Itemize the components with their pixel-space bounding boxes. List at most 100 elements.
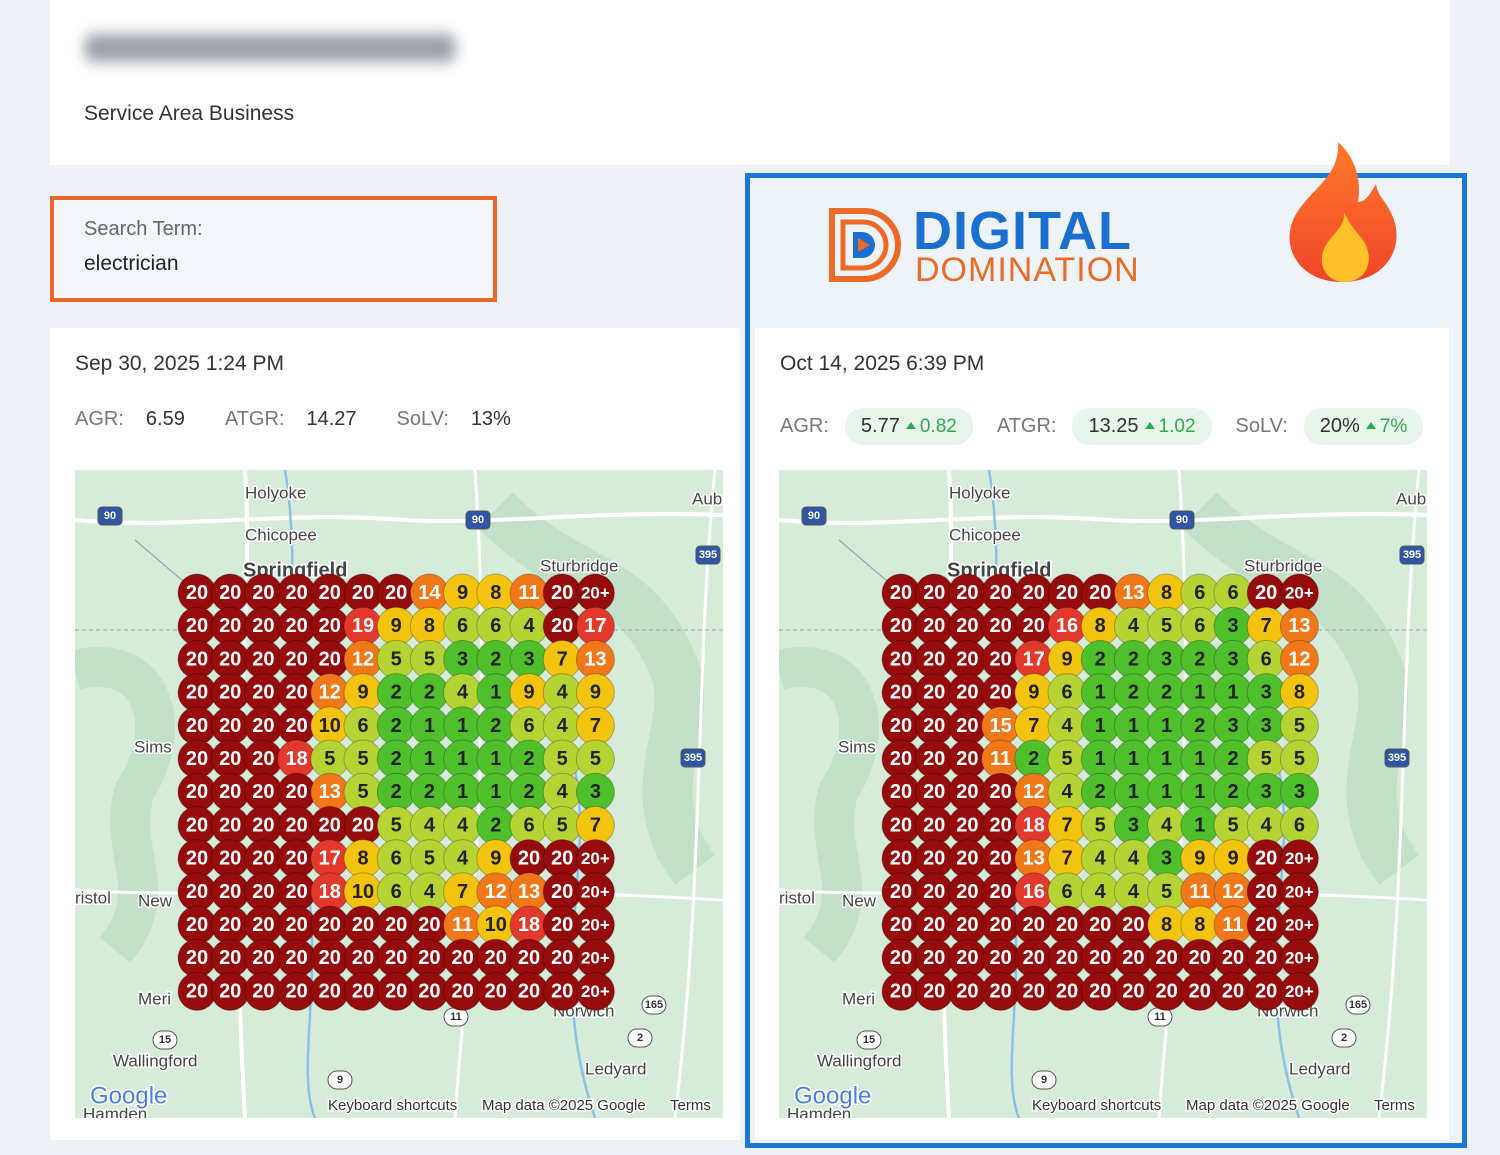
rank-value: 1: [457, 715, 468, 737]
rank-pin: [1279, 971, 1319, 1011]
rank-value: 20: [352, 947, 374, 969]
rank-value: 20: [956, 748, 978, 770]
metrics-row: AGR: 5.77 0.82 ATGR: 13.25 1.02 SoLV: 20% 7%: [780, 408, 1447, 445]
rank-value: 17: [584, 615, 606, 637]
map-label: Google: [90, 1082, 167, 1109]
rank-value: 5: [1261, 748, 1272, 770]
rank-value: 2: [391, 781, 402, 803]
rank-value: 20: [252, 947, 274, 969]
rank-value: 20: [385, 582, 407, 604]
rank-value: 20: [451, 947, 473, 969]
rank-value: 20: [989, 781, 1011, 803]
rank-value: 2: [523, 781, 534, 803]
rank-value: 20: [956, 814, 978, 836]
rank-value: 6: [1261, 648, 1272, 670]
shield-bg: [465, 510, 491, 530]
rank-value: 20: [285, 648, 307, 670]
rank-value: 20+: [581, 584, 610, 603]
rank-value: 2: [490, 715, 501, 737]
shield-bg: [1399, 545, 1425, 565]
rank-value: 20: [219, 848, 241, 870]
rank-value: 20: [186, 980, 208, 1002]
rank-value: 20: [186, 615, 208, 637]
rank-value: 6: [1194, 582, 1205, 604]
rank-value: 4: [557, 682, 569, 704]
rank-value: 3: [1227, 615, 1238, 637]
rank-value: 2: [391, 715, 402, 737]
shield-bg: [1169, 510, 1195, 530]
rank-pin: [575, 971, 615, 1011]
rank-value: 20: [890, 848, 912, 870]
rank-value: 9: [457, 582, 468, 604]
rank-value: 20: [285, 615, 307, 637]
rank-value: 12: [1023, 781, 1045, 803]
rank-value: 4: [1095, 848, 1107, 870]
rank-value: 4: [557, 781, 569, 803]
rank-value: 12: [352, 648, 374, 670]
map-label: Google: [794, 1082, 871, 1109]
metrics-row: AGR: 6.59 ATGR: 14.27 SoLV: 13%: [75, 408, 551, 431]
up-arrow: [905, 422, 916, 429]
rank-value: 20: [252, 814, 274, 836]
rank-value: 20: [989, 881, 1011, 903]
shield-number: 165: [645, 999, 663, 1011]
rank-value: 9: [523, 682, 534, 704]
rank-value: 20: [485, 980, 507, 1002]
rank-value: 20: [319, 648, 341, 670]
rank-value: 20: [219, 648, 241, 670]
rank-value: 2: [1227, 781, 1238, 803]
rank-value: 11: [518, 582, 539, 604]
map-label: Map data ©2025 Google: [482, 1097, 646, 1114]
rank-value: 1: [1194, 781, 1205, 803]
rank-value: 20: [989, 648, 1011, 670]
rank-value: 1: [1161, 748, 1172, 770]
map-label: Ledyard: [585, 1059, 646, 1078]
search-box: Search Term: electrician: [50, 196, 497, 302]
rank-value: 20: [956, 715, 978, 737]
rank-value: 8: [357, 848, 368, 870]
shield-number: 90: [104, 510, 116, 522]
metric-change-value: 7%: [1379, 416, 1408, 437]
rank-value: 20: [252, 615, 274, 637]
shield-bg: [327, 1070, 353, 1090]
rank-value: 6: [1061, 881, 1072, 903]
rank-value: 20: [923, 615, 945, 637]
rank-value: 20: [186, 582, 208, 604]
metric-change: 7%: [1365, 416, 1408, 437]
rank-value: 20: [252, 914, 274, 936]
rank-value: 7: [1028, 715, 1039, 737]
rank-value: 11: [452, 914, 473, 936]
rank-value: 20: [956, 582, 978, 604]
shield-bg: [641, 995, 667, 1015]
rank-value: 3: [1161, 848, 1172, 870]
report-date: Sep 30, 2025 1:24 PM: [75, 352, 284, 375]
rank-value: 20: [1023, 914, 1045, 936]
rank-value: 5: [590, 748, 601, 770]
rank-value: 1: [457, 748, 468, 770]
rank-value: 20: [989, 914, 1011, 936]
rank-value: 6: [490, 615, 501, 637]
rank-value: 11: [990, 748, 1011, 770]
rank-value: 20: [319, 947, 341, 969]
shield-number: 2: [1341, 1032, 1347, 1044]
rank-value: 9: [1028, 682, 1039, 704]
rank-value: 20: [551, 914, 573, 936]
logo-line1: DIGITAL: [913, 201, 1132, 261]
rank-value: 20: [319, 814, 341, 836]
rank-value: 20: [1255, 582, 1277, 604]
rank-value: 1: [1128, 715, 1139, 737]
metric-value: 13.25: [1088, 415, 1139, 437]
rank-value: 20+: [1285, 882, 1314, 901]
shield-bg: [801, 506, 827, 526]
rank-value: 20: [352, 980, 374, 1002]
rank-value: 20: [352, 914, 374, 936]
rank-value: 3: [457, 648, 468, 670]
rank-value: 20: [385, 914, 407, 936]
rank-value: 11: [1222, 914, 1243, 936]
rank-value: 20: [219, 582, 241, 604]
rank-value: 10: [485, 914, 507, 936]
metric-pill: 20% 7%: [1303, 408, 1424, 445]
rank-value: 20: [285, 848, 307, 870]
rank-value: 20: [219, 615, 241, 637]
shield-bg: [1384, 748, 1410, 768]
